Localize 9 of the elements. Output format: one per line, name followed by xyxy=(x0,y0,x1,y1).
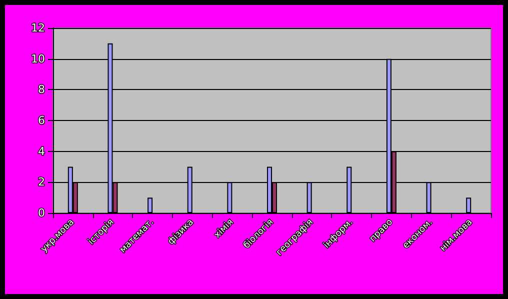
y-tick-label: 4 xyxy=(38,144,45,158)
bar xyxy=(466,198,472,213)
bar xyxy=(148,198,153,213)
y-tick-label: 8 xyxy=(38,83,45,96)
y-tick-label: 10 xyxy=(31,52,45,66)
y-tick-label: 12 xyxy=(31,22,45,34)
y-tick-label: 6 xyxy=(38,114,45,127)
y-tick-label: 2 xyxy=(38,176,45,189)
y-tick-label: 0 xyxy=(38,206,45,220)
